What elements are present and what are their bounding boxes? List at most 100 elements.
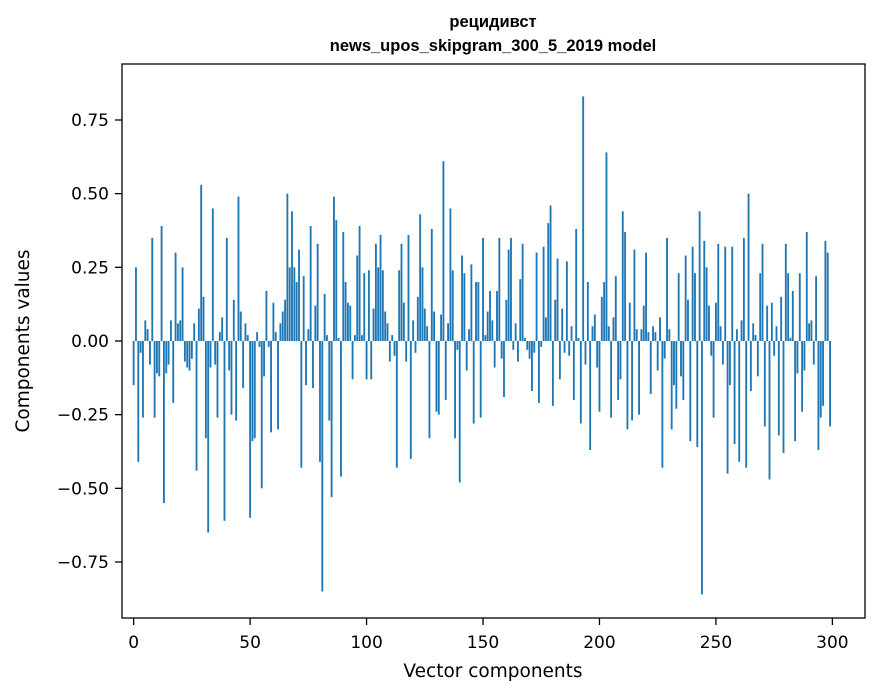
bar [251, 341, 254, 442]
bar [579, 341, 582, 424]
bar [272, 302, 275, 341]
y-tick-label: −0.50 [57, 479, 109, 499]
bar [270, 341, 272, 433]
bar [211, 208, 214, 341]
bar [756, 341, 759, 377]
bar [365, 341, 368, 380]
bar [687, 299, 689, 341]
bar [735, 329, 738, 341]
plot-frame [121, 63, 866, 619]
bar [582, 96, 585, 341]
bar [784, 243, 787, 341]
bar [789, 338, 792, 341]
bar [575, 229, 578, 341]
bar [591, 326, 594, 341]
bar [647, 332, 650, 341]
bar [421, 267, 424, 341]
bar [563, 341, 566, 353]
bar [228, 341, 231, 371]
bar [402, 302, 405, 341]
bar [209, 341, 212, 368]
bar [225, 237, 228, 341]
bar [496, 290, 498, 341]
bar [340, 341, 342, 477]
bar [291, 211, 293, 341]
bar [803, 341, 806, 371]
bar [824, 240, 827, 341]
bar [386, 323, 389, 341]
bar [197, 308, 200, 341]
bar [463, 273, 466, 341]
bar [307, 329, 310, 341]
bar [549, 205, 552, 341]
bar [293, 267, 296, 341]
bar [633, 249, 636, 341]
bar [414, 341, 417, 353]
bar [514, 323, 517, 341]
bar [195, 341, 198, 471]
bar [451, 270, 454, 341]
x-tick-label: 0 [128, 633, 139, 653]
bar [817, 341, 820, 451]
bar [603, 282, 606, 341]
bar [153, 341, 156, 418]
bar [801, 341, 804, 412]
bar [342, 231, 345, 341]
bar [440, 314, 443, 341]
bar [330, 341, 333, 498]
bar [144, 320, 147, 341]
bar [822, 341, 824, 406]
bar [232, 299, 235, 341]
bar [547, 223, 550, 341]
bar [449, 208, 452, 341]
bar [400, 243, 403, 341]
bar [363, 273, 366, 341]
bar [419, 214, 422, 341]
bar [491, 320, 494, 341]
bar [666, 237, 668, 341]
bar [239, 311, 242, 341]
bar [649, 341, 652, 395]
bar [624, 231, 627, 341]
bar [493, 341, 496, 368]
bar [763, 341, 766, 427]
y-axis-ticks: −0.75 −0.50 −0.25 0.00 0.25 0.50 0.75 [57, 111, 122, 573]
bar [137, 341, 140, 462]
bar [246, 335, 249, 341]
bar [500, 341, 503, 359]
bar [300, 341, 303, 468]
bar [151, 237, 154, 341]
bar [160, 226, 163, 341]
bar [302, 276, 305, 341]
bar [654, 332, 657, 341]
bar [586, 282, 589, 341]
bar [207, 341, 210, 533]
bar [668, 329, 671, 341]
y-tick-label: 0.00 [71, 332, 109, 352]
bar [659, 317, 661, 341]
bar [461, 255, 463, 341]
bar [486, 311, 489, 341]
bar [747, 193, 750, 341]
x-tick-label: 100 [350, 633, 382, 653]
bar [766, 305, 769, 341]
bar [174, 252, 177, 341]
bar [794, 341, 797, 442]
bar [253, 341, 256, 439]
y-tick-label: −0.25 [57, 406, 109, 426]
bar [631, 341, 634, 421]
x-tick-label: 150 [467, 633, 499, 653]
bar [565, 261, 568, 341]
bar [202, 296, 205, 341]
bar [482, 237, 484, 341]
bar [284, 299, 286, 341]
bar [267, 341, 270, 347]
bar [598, 341, 601, 412]
bar [614, 276, 617, 341]
bar [712, 341, 715, 418]
bar [298, 249, 300, 341]
x-axis-ticks: 0 50 100 150 200 250 300 [128, 618, 849, 653]
bar [663, 341, 666, 359]
bar [258, 341, 261, 347]
bar [200, 184, 203, 341]
